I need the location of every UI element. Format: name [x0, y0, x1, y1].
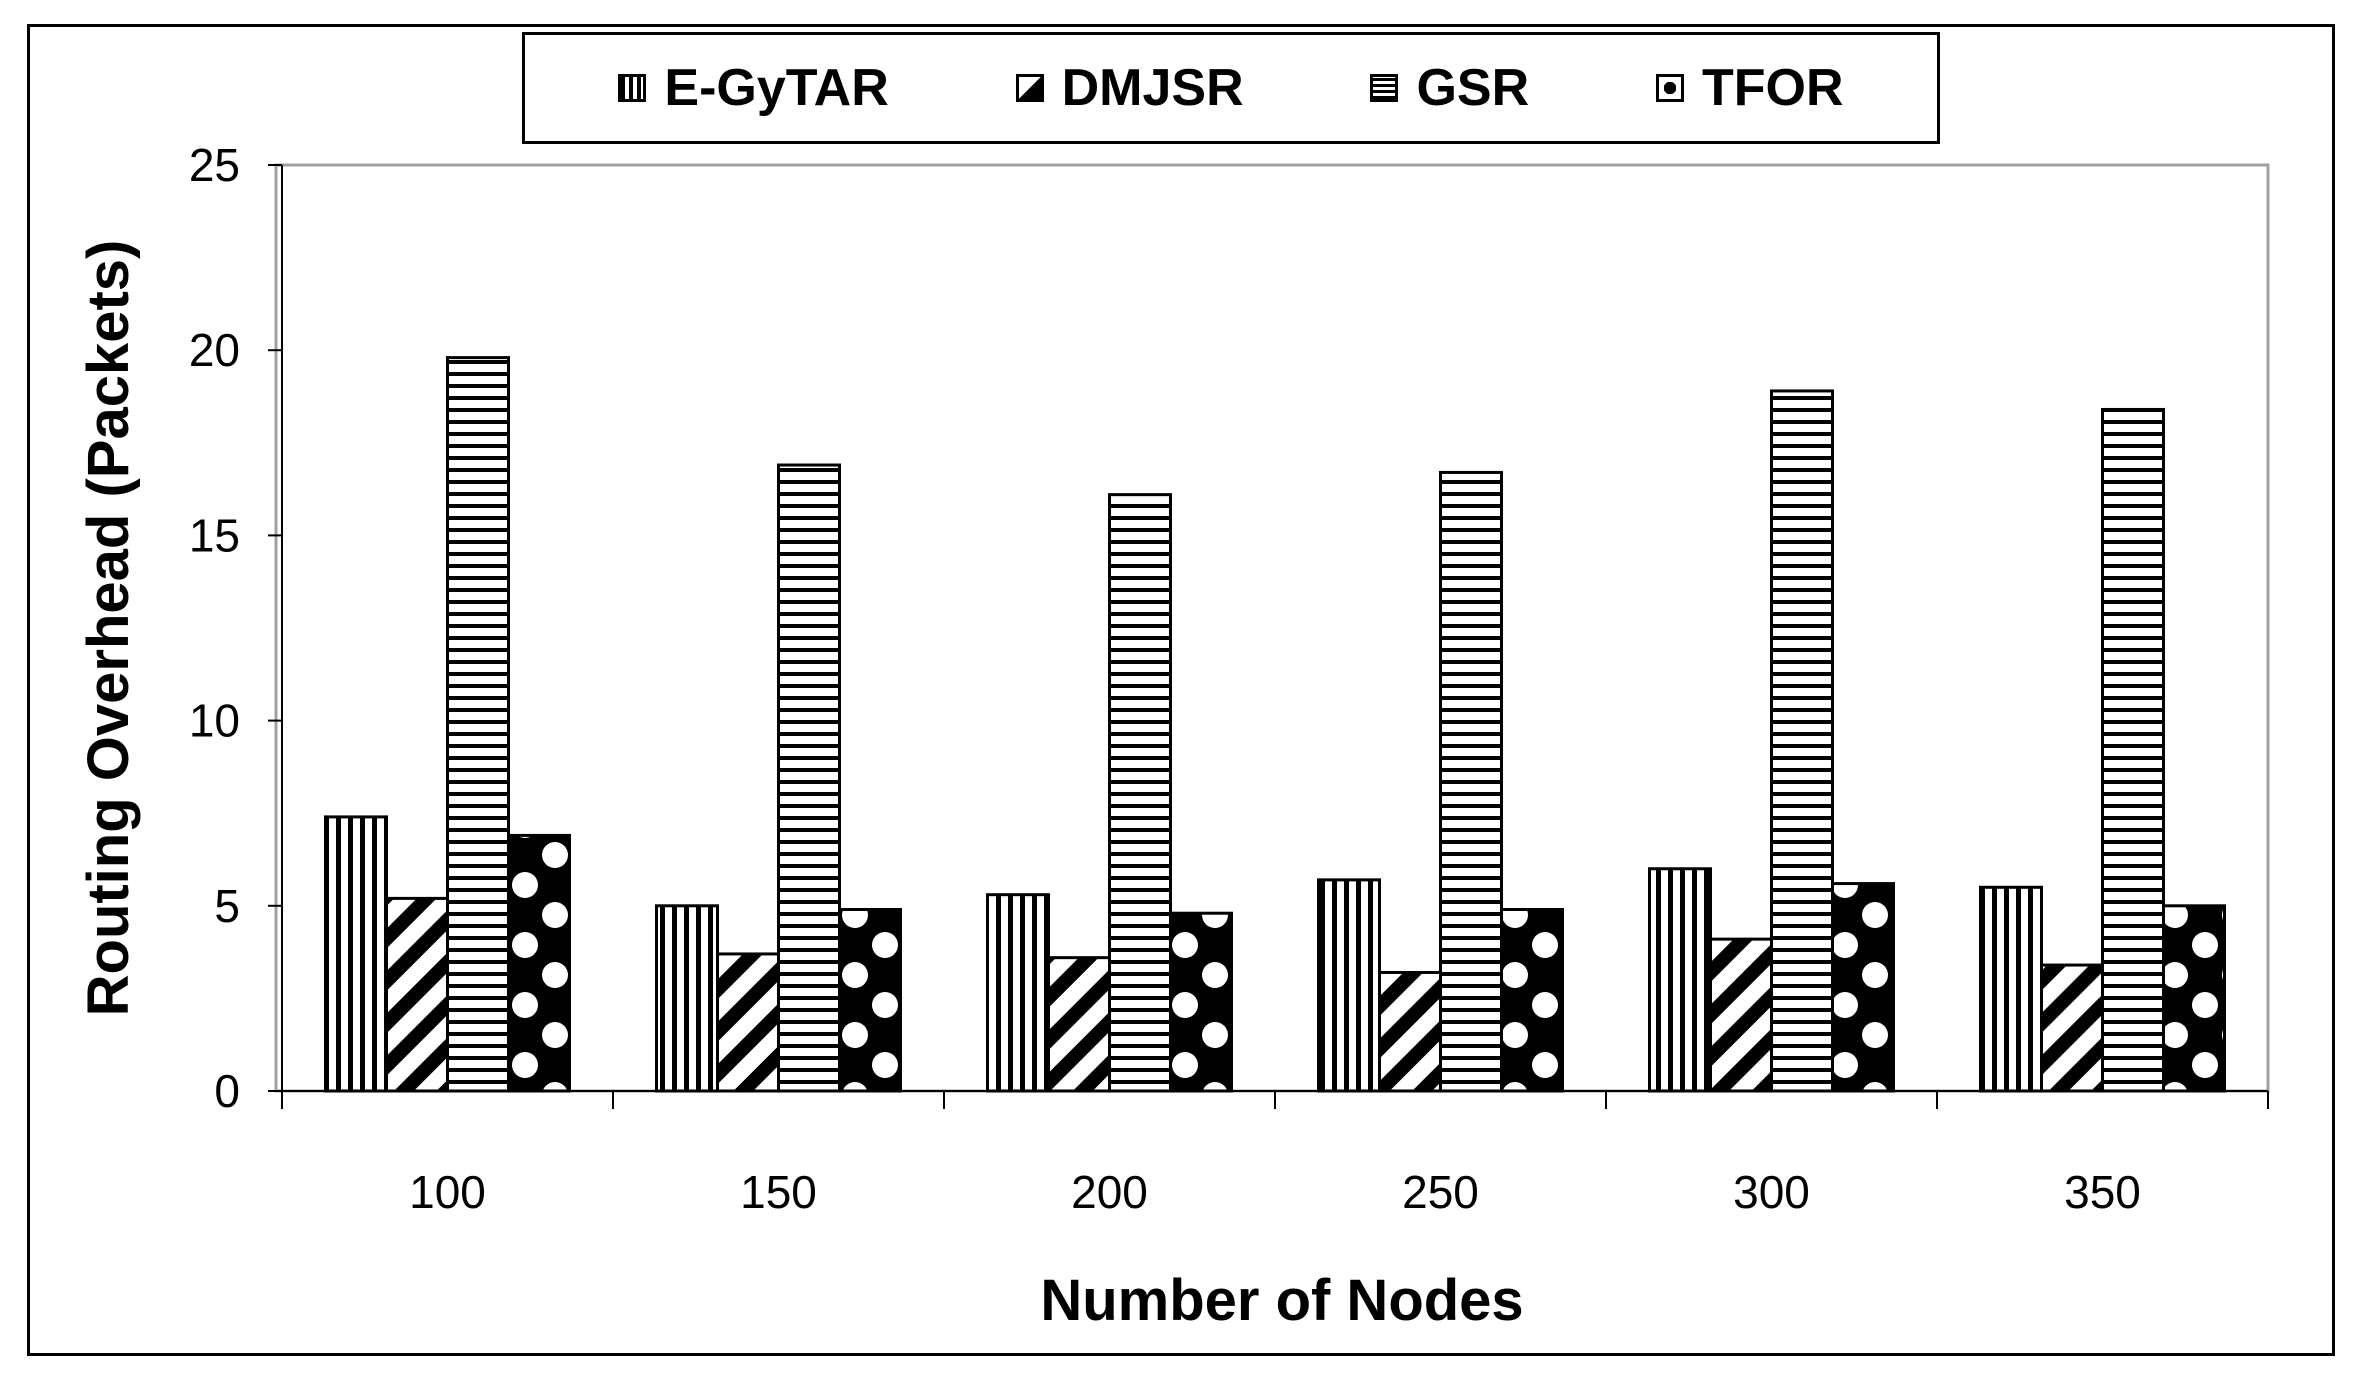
- bar-dmjsr-200: [1047, 956, 1111, 1093]
- bar-gsr-100: [446, 356, 510, 1093]
- x-axis-title: Number of Nodes: [1040, 1268, 1523, 1333]
- bar-gsr-300: [1770, 389, 1834, 1093]
- bars-group: [324, 356, 2226, 1093]
- x-tick-label: 200: [1071, 1166, 1148, 1218]
- plot-area: [274, 163, 2270, 1093]
- y-tick-label: 20: [189, 324, 240, 376]
- y-tick-label: 5: [214, 880, 240, 932]
- legend-label: GSR: [1416, 59, 1530, 117]
- bar-tfor-150: [838, 908, 902, 1093]
- bar-dmjsr-250: [1378, 970, 1442, 1093]
- y-tick-label: 10: [189, 695, 240, 747]
- bar-e-gytar-350: [1979, 885, 2043, 1093]
- bar-tfor-350: [2162, 904, 2226, 1093]
- legend-item-gsr: GSR: [1370, 58, 1529, 118]
- legend-swatch: [1015, 74, 1044, 102]
- bar-tfor-250: [1500, 908, 1564, 1093]
- x-tick-label: 300: [1733, 1166, 1810, 1218]
- bar-e-gytar-250: [1317, 878, 1381, 1093]
- bar-tfor-300: [1831, 882, 1895, 1093]
- bar-e-gytar-150: [655, 904, 719, 1093]
- legend: E-GyTAR DMJSR GSR TFOR: [522, 32, 1940, 144]
- bar-tfor-200: [1169, 911, 1233, 1093]
- x-tick-label: 350: [2064, 1166, 2141, 1218]
- bar-dmjsr-150: [716, 952, 780, 1093]
- legend-item-e-gytar: E-GyTAR: [618, 58, 889, 118]
- legend-swatch: [1370, 74, 1399, 102]
- legend-swatch: [618, 74, 647, 102]
- bar-gsr-200: [1108, 493, 1172, 1093]
- bar-e-gytar-100: [324, 815, 388, 1093]
- y-axis: 0 5 10 15 20 25: [189, 139, 283, 1117]
- legend-item-dmjsr: DMJSR: [1015, 58, 1244, 118]
- bar-gsr-250: [1439, 470, 1503, 1093]
- x-axis: 100 150 200 250 300 350: [281, 1090, 2269, 1218]
- bar-dmjsr-100: [385, 896, 449, 1093]
- figure-frame: [27, 24, 2335, 1356]
- x-tick-label: 150: [740, 1166, 817, 1218]
- bar-dmjsr-300: [1709, 937, 1773, 1093]
- y-tick-label: 25: [189, 139, 240, 191]
- bar-gsr-150: [777, 463, 841, 1093]
- bar-e-gytar-200: [986, 893, 1050, 1093]
- legend-label: E-GyTAR: [664, 59, 889, 117]
- bar-gsr-350: [2101, 407, 2165, 1093]
- legend-item-tfor: TFOR: [1656, 58, 1844, 118]
- y-axis-title: Routing Overhead (Packets): [76, 240, 141, 1017]
- x-tick-label: 250: [1402, 1166, 1479, 1218]
- bar-e-gytar-300: [1648, 867, 1712, 1093]
- bar-tfor-100: [507, 833, 571, 1093]
- bar-dmjsr-350: [2040, 963, 2104, 1093]
- y-tick-label: 0: [214, 1065, 240, 1117]
- legend-label: DMJSR: [1061, 59, 1244, 117]
- x-tick-label: 100: [409, 1166, 486, 1218]
- y-tick-label: 15: [189, 509, 240, 561]
- legend-swatch: [1656, 74, 1684, 102]
- legend-label: TFOR: [1702, 59, 1844, 117]
